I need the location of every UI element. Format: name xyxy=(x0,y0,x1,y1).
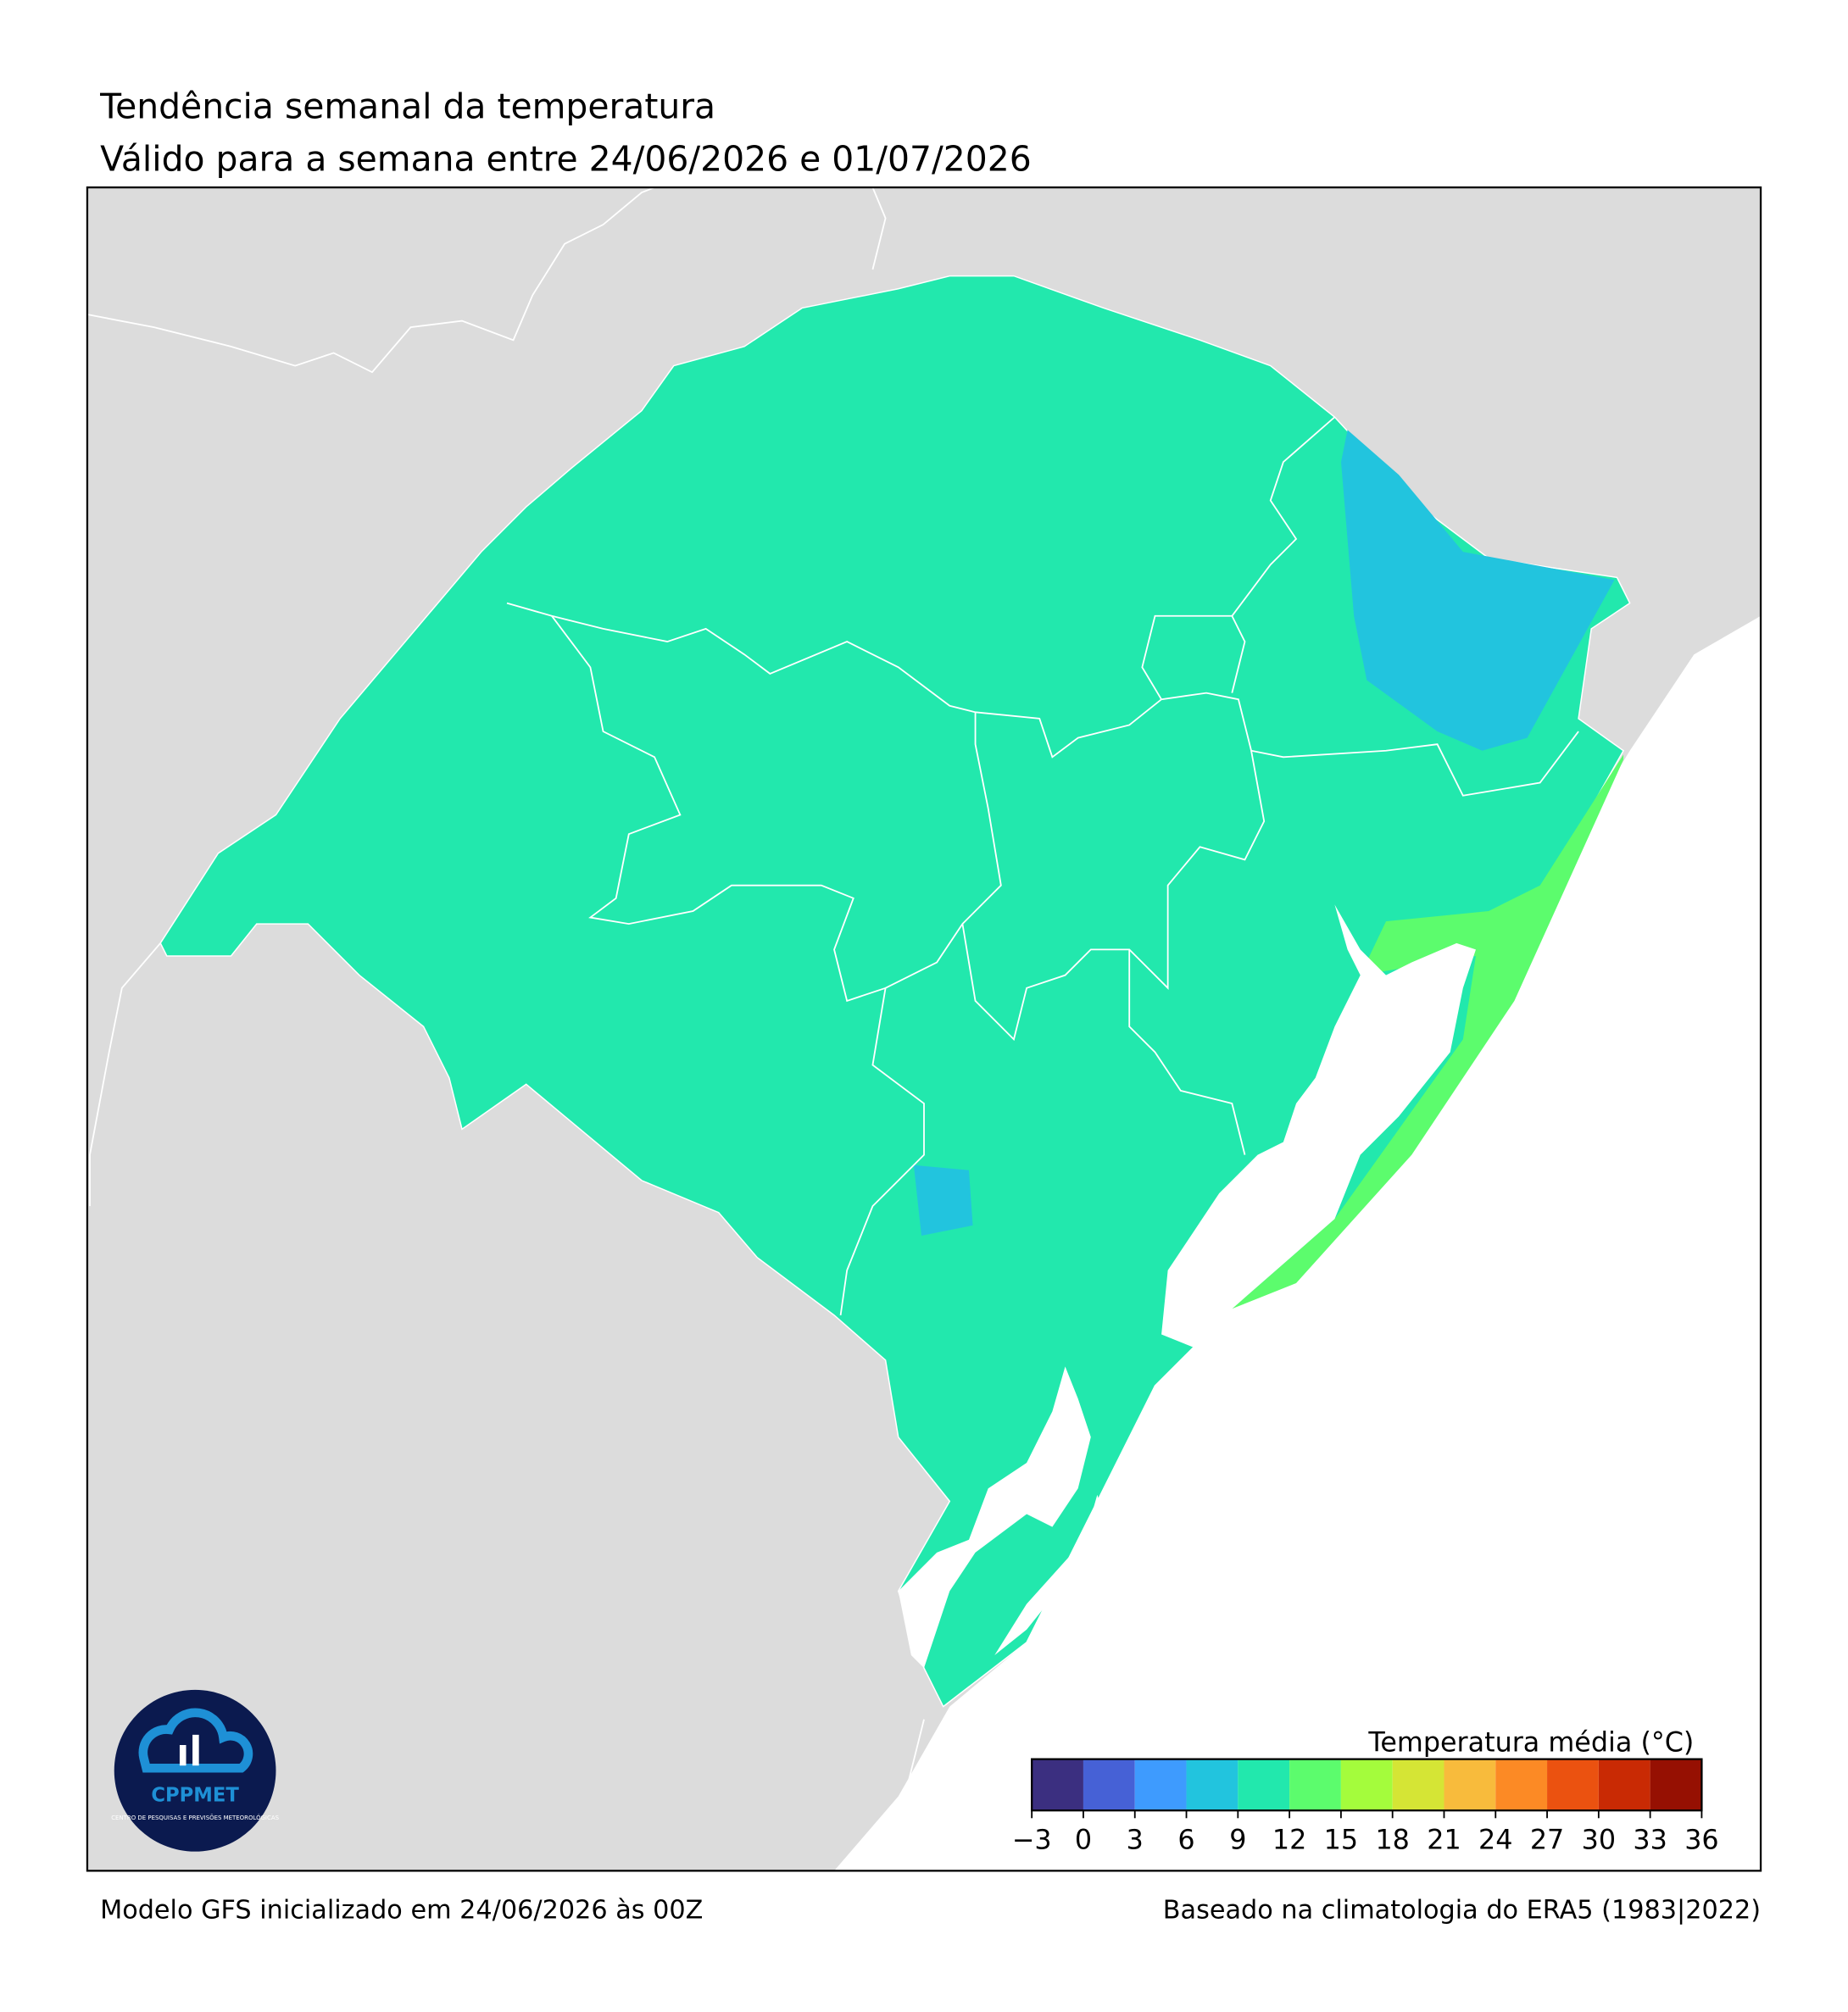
border-line xyxy=(86,187,655,374)
colorbar-tick-label: 18 xyxy=(1375,1825,1409,1856)
colorbar-segment xyxy=(1238,1759,1290,1811)
lagoon xyxy=(1161,904,1476,1348)
colorbar-outline xyxy=(1031,1758,1703,1812)
colorbar-tick-label: 0 xyxy=(1075,1825,1092,1856)
colorbar-segment xyxy=(1289,1759,1341,1811)
logo-cloud xyxy=(138,1708,253,1773)
colorbar-tick-label: 6 xyxy=(1177,1825,1194,1856)
region-border xyxy=(1128,949,1246,1155)
colorbar-segment xyxy=(1134,1759,1187,1811)
colorbar-tick-label: 36 xyxy=(1684,1825,1718,1856)
colorbar-tick-label: 33 xyxy=(1633,1825,1667,1856)
colorbar-tick-label: 9 xyxy=(1229,1825,1246,1856)
lagoon xyxy=(898,1366,1091,1669)
colorbar-tick-label: 27 xyxy=(1530,1825,1564,1856)
colorbar-tick-label: 30 xyxy=(1582,1825,1616,1856)
colorbar-tick-label: −3 xyxy=(1012,1825,1052,1856)
colorbar-segment xyxy=(1547,1759,1599,1811)
colorbar: Temperatura média (°C) −3 0 3 6 9 12 15 18 21 24 2… xyxy=(1012,1727,1719,1856)
colorbar-segment xyxy=(1340,1759,1393,1811)
colorbar-segment xyxy=(1392,1759,1444,1811)
colorbar-tick-label: 21 xyxy=(1427,1825,1461,1856)
region-border xyxy=(506,602,1579,797)
region-border xyxy=(1141,614,1246,700)
logo-tagline: CENTRO DE PESQUISAS E PREVISÕES METEOROL… xyxy=(111,1814,279,1821)
warm-anomaly-area xyxy=(1232,754,1624,1309)
colorbar-segment xyxy=(1186,1759,1238,1811)
lagoon xyxy=(994,1494,1104,1656)
colorbar-tick-label: 24 xyxy=(1478,1825,1512,1856)
cool-anomaly-area xyxy=(913,1164,973,1236)
region-border xyxy=(1231,416,1336,617)
region-border xyxy=(839,987,925,1315)
footer-left: Modelo GFS inicializado em 24/06/2026 às… xyxy=(100,1895,703,1925)
colorbar-segment xyxy=(1598,1759,1650,1811)
title: Tendência semanal da temperatura xyxy=(99,86,715,126)
border-line xyxy=(89,942,161,1207)
colorbar-segment xyxy=(1650,1759,1702,1811)
colorbar-tick-label: 3 xyxy=(1127,1825,1144,1856)
map xyxy=(86,186,1762,1872)
colorbar-tick-label: 12 xyxy=(1272,1825,1306,1856)
logo-name: CPPMET xyxy=(151,1785,239,1807)
colorbar-tick-label: 15 xyxy=(1324,1825,1358,1856)
border-line xyxy=(871,1719,925,1836)
region-borders xyxy=(506,416,1579,1315)
region-border xyxy=(551,615,1002,1003)
subtitle: Válido para a semana entre 24/06/2026 e … xyxy=(100,138,1032,179)
colorbar-segment xyxy=(1444,1759,1496,1811)
border-line xyxy=(871,187,887,270)
logo-icon xyxy=(179,1745,186,1766)
colorbar-segment xyxy=(1083,1759,1135,1811)
colorbar-segment xyxy=(1032,1759,1083,1811)
map-frame xyxy=(86,186,1762,1872)
colorbar-segment xyxy=(1495,1759,1548,1811)
logo: CPPMET CENTRO DE PESQUISAS E PREVISÕES M… xyxy=(111,1689,280,1852)
footer-right: Baseado na climatologia do ERA5 (1983|20… xyxy=(1163,1895,1761,1925)
cool-anomaly-area xyxy=(1341,430,1615,751)
colorbar-title: Temperatura média (°C) xyxy=(1367,1727,1694,1759)
logo-icon xyxy=(192,1734,199,1766)
